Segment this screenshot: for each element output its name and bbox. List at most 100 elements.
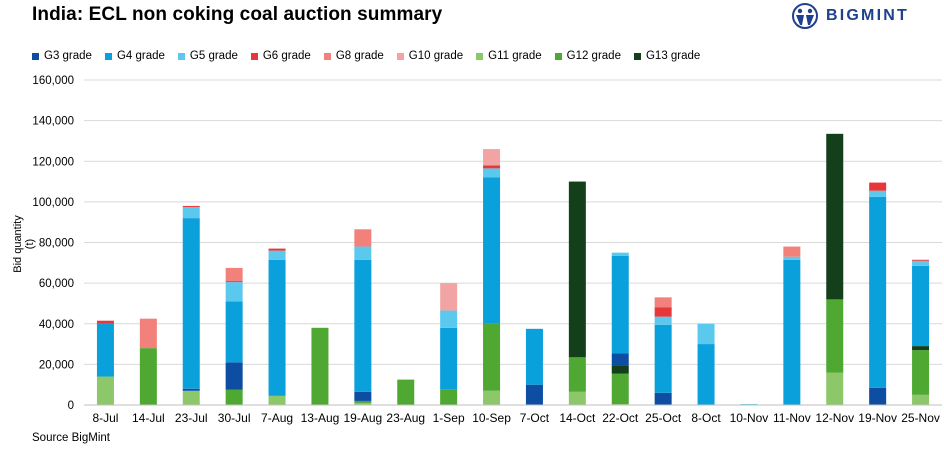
bar-segment-g11-grade	[354, 402, 372, 405]
chart-legend: G3 grade G4 grade G5 grade G6 grade G8 grade…	[32, 50, 713, 62]
legend-item-g13-grade: G13 grade	[633, 50, 701, 62]
bar-segment-g5-grade	[268, 250, 286, 260]
x-tick-label: 10-Sep	[472, 411, 511, 425]
legend-label-g8-grade: G8 grade	[335, 50, 384, 62]
x-tick-label: 10-Nov	[730, 411, 769, 425]
legend-label-g6-grade: G6 grade	[262, 50, 311, 62]
bar-segment-g3-grade	[354, 391, 372, 401]
legend-label-g11-grade: G11 grade	[488, 50, 542, 62]
bar-segment-g13-grade	[912, 346, 930, 351]
x-tick-label: 14-Oct	[559, 411, 596, 425]
y-tick-label: 160,000	[32, 75, 74, 87]
x-tick-label: 8-Oct	[691, 411, 721, 425]
legend-item-g11-grade: G11 grade	[476, 50, 542, 62]
bar-segment-g11-grade	[568, 391, 586, 405]
x-tick-label: 8-Jul	[92, 411, 118, 425]
bar-segment-g12-grade	[826, 299, 844, 373]
x-tick-label: 13-Aug	[301, 411, 340, 425]
legend-item-g6-grade: G6 grade	[250, 50, 311, 62]
bar-segment-g5-grade	[912, 260, 930, 266]
x-tick-label: 7-Aug	[261, 411, 293, 425]
y-tick-label: 140,000	[32, 116, 74, 128]
y-tick-label: 120,000	[32, 156, 74, 168]
legend-swatch-g8-grade	[323, 52, 331, 60]
x-tick-label: 25-Oct	[645, 411, 682, 425]
bar-segment-g12-grade	[139, 348, 157, 405]
y-tick-label: 40,000	[39, 319, 74, 331]
legend-swatch-g3-grade	[32, 52, 39, 60]
source-note: Source BigMint	[32, 432, 110, 444]
legend-swatch-g11-grade	[476, 52, 484, 60]
x-tick-label: 23-Aug	[386, 411, 425, 425]
x-tick-label: 7-Oct	[520, 411, 550, 425]
x-tick-label: 22-Oct	[602, 411, 639, 425]
bar-segment-g6-grade	[654, 307, 672, 317]
bar-segment-g6-grade	[869, 182, 887, 191]
legend-label-g13-grade: G13 grade	[645, 50, 701, 62]
bar-segment-g12-grade	[912, 350, 930, 395]
x-tick-label: 11-Nov	[773, 411, 811, 425]
bar-segment-g5-grade	[225, 282, 243, 302]
bar-segment-g12-grade	[311, 327, 329, 405]
bar-segment-g12-grade	[611, 373, 629, 404]
legend-item-g3-grade: G3 grade	[32, 50, 92, 62]
x-tick-label: 19-Aug	[343, 411, 382, 425]
bar-segment-g3-grade	[225, 362, 243, 390]
legend-item-g8-grade: G8 grade	[323, 50, 384, 62]
bar-segment-g4-grade	[354, 259, 372, 392]
bar-segment-g4-grade	[654, 324, 672, 393]
legend-label-g3-grade: G3 grade	[44, 50, 92, 62]
bigmint-logo-text: BIGMINT	[826, 7, 909, 24]
legend-label-g5-grade: G5 grade	[189, 50, 238, 62]
bar-segment-g5-grade	[654, 316, 672, 325]
bar-segment-g4-grade	[869, 196, 887, 388]
x-tick-label: 23-Jul	[175, 411, 208, 425]
bar-segment-g5-grade	[483, 168, 501, 178]
bigmint-logo-icon	[792, 3, 818, 29]
bar-segment-g6-grade	[182, 205, 200, 207]
bar-segment-g13-grade	[568, 181, 586, 358]
bar-segment-g4-grade	[525, 328, 543, 385]
legend-item-g5-grade: G5 grade	[177, 50, 238, 62]
legend-swatch-g5-grade	[177, 52, 185, 60]
chart-title: India: ECL non coking coal auction summa…	[32, 4, 443, 25]
bar-segment-g8-grade	[354, 229, 372, 247]
bar-segment-g8-grade	[225, 267, 243, 282]
y-axis-label: Bid quantity (t)	[12, 215, 36, 273]
bar-segment-g12-grade	[225, 389, 243, 405]
bar-segment-g11-grade	[483, 390, 501, 405]
bar-segment-g3-grade	[869, 387, 887, 405]
y-tick-label: 0	[68, 400, 74, 412]
bar-segment-g4-grade	[912, 265, 930, 347]
bar-segment-g6-grade	[912, 259, 930, 261]
bar-segment-g12-grade	[397, 379, 415, 405]
bar-segment-g6-grade	[268, 248, 286, 251]
bigmint-logo: BIGMINT	[790, 3, 909, 29]
bar-segment-g8-grade	[654, 297, 672, 308]
legend-swatch-g10-grade	[396, 52, 404, 60]
x-tick-label: 12-Nov	[815, 411, 854, 425]
legend-swatch-g13-grade	[633, 52, 641, 60]
y-tick-label: 20,000	[39, 359, 74, 371]
x-tick-label: 19-Nov	[858, 411, 897, 425]
x-tick-label: 25-Nov	[901, 411, 940, 425]
bar-segment-g4-grade	[182, 218, 200, 389]
bar-segment-g8-grade	[783, 246, 801, 257]
bar-segment-g4-grade	[483, 177, 501, 324]
bar-segment-g4-grade	[96, 323, 114, 377]
bar-segment-g5-grade	[697, 323, 715, 345]
bar-segment-g12-grade	[483, 323, 501, 391]
legend-item-g4-grade: G4 grade	[104, 50, 165, 62]
bar-segment-g3-grade	[182, 388, 200, 391]
bar-segment-g4-grade	[440, 327, 458, 390]
bar-segment-g11-grade	[826, 372, 844, 405]
legend-item-g10-grade: G10 grade	[396, 50, 463, 62]
bar-segment-g10-grade	[440, 283, 458, 311]
bar-segment-g5-grade	[869, 190, 887, 197]
bar-segment-g11-grade	[268, 395, 286, 405]
bar-segment-g6-grade	[483, 165, 501, 169]
x-tick-label: 1-Sep	[433, 411, 465, 425]
bar-segment-g5-grade	[611, 252, 629, 256]
bar-segment-g3-grade	[654, 392, 672, 405]
